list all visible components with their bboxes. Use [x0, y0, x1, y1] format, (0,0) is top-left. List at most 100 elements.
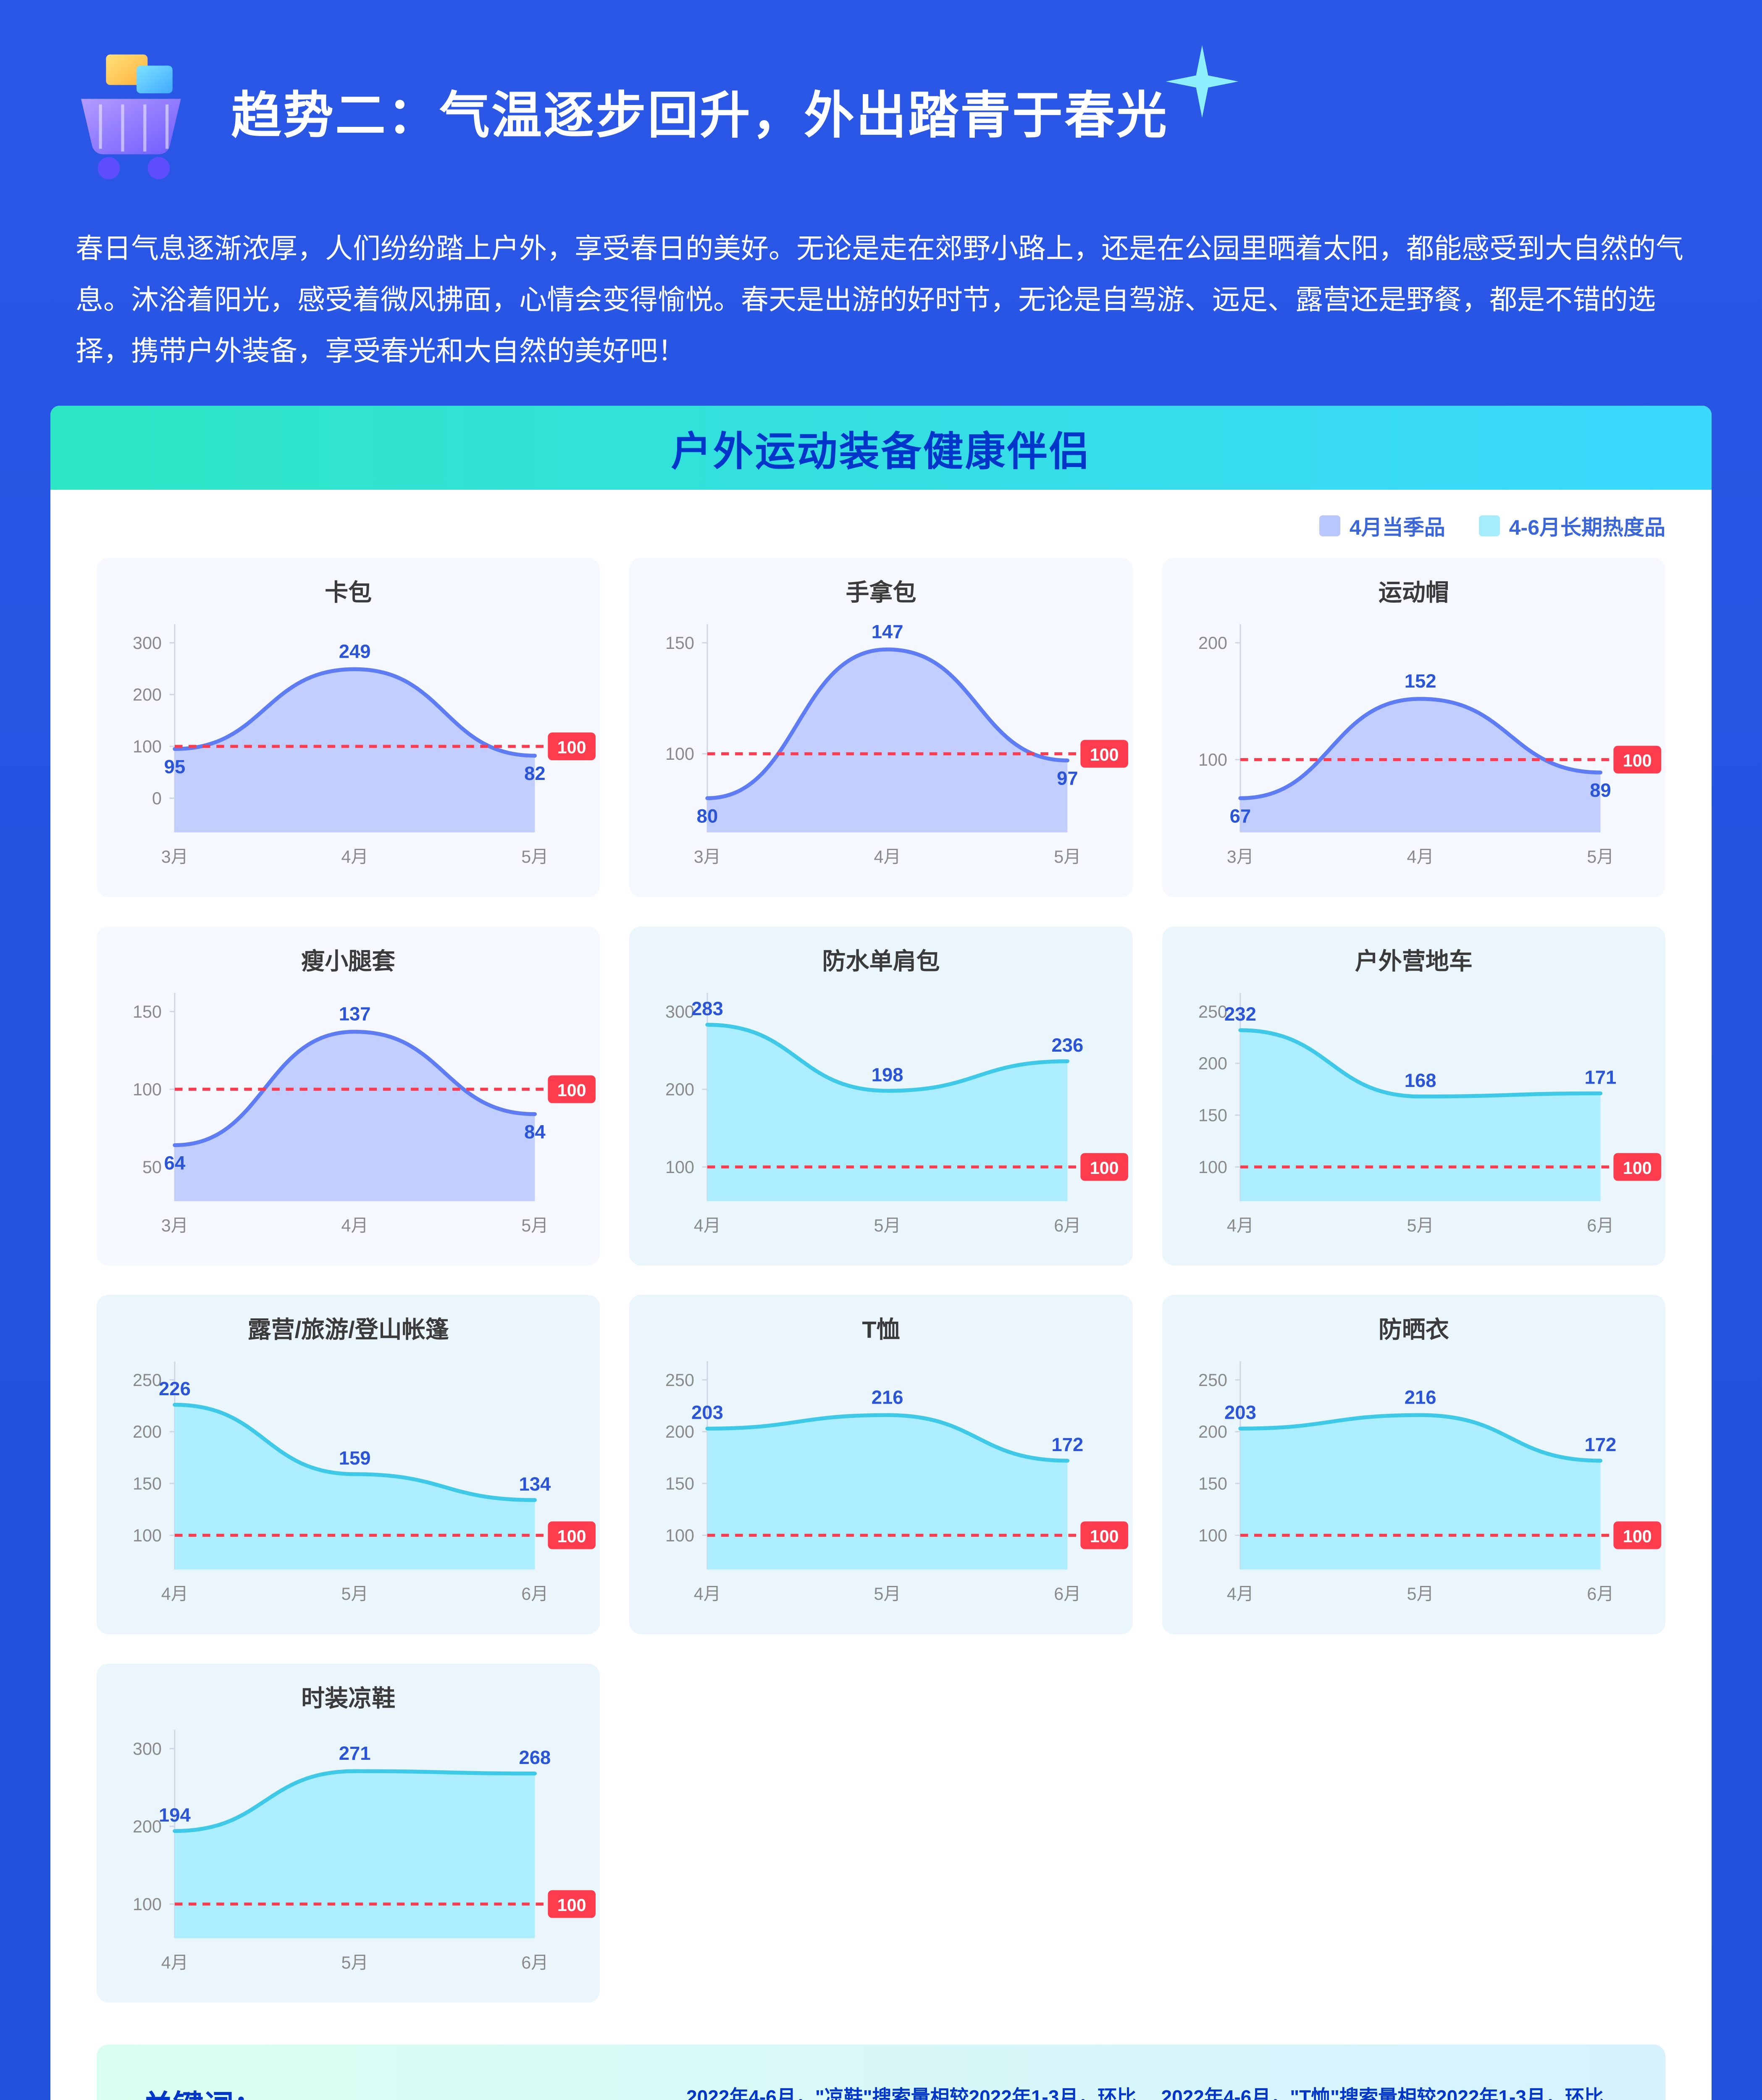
svg-text:6月: 6月: [1054, 1584, 1081, 1604]
svg-text:89: 89: [1590, 780, 1611, 801]
svg-text:268: 268: [519, 1747, 551, 1768]
chart-title: 露营/旅游/登山帐篷: [97, 1295, 600, 1348]
svg-text:4月: 4月: [341, 1216, 368, 1235]
svg-text:100: 100: [665, 1158, 694, 1177]
chart-grid: 卡包010020030010095249823月4月5月手拿包100150100…: [50, 549, 1712, 2036]
keywords-label: 关键词：: [143, 2082, 670, 2100]
legend-seasonal-label: 4月当季品: [1350, 511, 1445, 541]
svg-text:4月: 4月: [694, 1216, 721, 1235]
svg-text:100: 100: [1090, 1527, 1119, 1546]
chart-title: 瘦小腿套: [97, 927, 600, 980]
stat-caption: 2022年4-6月，"凉鞋"搜索量相较2022年1-3月，环比增长: [686, 2082, 1144, 2100]
svg-text:194: 194: [159, 1804, 191, 1826]
charts-card: 户外运动装备健康伴侣 4月当季品 4-6月长期热度品 卡包01002003001…: [50, 406, 1712, 2100]
svg-text:3月: 3月: [694, 847, 721, 866]
mini-chart: 1002003001002831982364月5月6月: [629, 980, 1132, 1249]
svg-text:250: 250: [133, 1370, 162, 1390]
svg-text:100: 100: [1090, 746, 1119, 765]
svg-text:250: 250: [1198, 1370, 1227, 1390]
intro-paragraph: 春日气息逐渐浓厚，人们纷纷踏上户外，享受春日的美好。无论是走在郊野小路上，还是在…: [50, 210, 1712, 406]
legend-longterm-label: 4-6月长期热度品: [1509, 511, 1665, 541]
svg-text:3月: 3月: [161, 847, 188, 866]
svg-text:300: 300: [133, 633, 162, 653]
svg-text:100: 100: [1198, 1158, 1227, 1177]
chart-cell: 卡包010020030010095249823月4月5月: [97, 558, 600, 897]
mini-chart: 10020010067152893月4月5月: [1162, 611, 1665, 880]
shopping-cart-icon: [67, 46, 206, 185]
svg-text:5月: 5月: [341, 1584, 368, 1604]
svg-text:6月: 6月: [1587, 1584, 1614, 1604]
legend-swatch-longterm: [1479, 515, 1500, 536]
svg-text:172: 172: [1052, 1434, 1084, 1455]
chart-title: 运动帽: [1162, 558, 1665, 611]
svg-text:100: 100: [665, 1526, 694, 1545]
keyword-stat-0: 2022年4-6月，"凉鞋"搜索量相较2022年1-3月，环比增长 844 %: [686, 2082, 1144, 2100]
keywords-left: 关键词： 「户外运动」「健身美体」: [143, 2082, 670, 2100]
svg-text:100: 100: [1623, 751, 1652, 770]
chart-cell: 瘦小腿套5010015010064137843月4月5月: [97, 927, 600, 1265]
svg-text:100: 100: [133, 737, 162, 756]
mini-chart: 010020030010095249823月4月5月: [97, 611, 600, 880]
svg-text:150: 150: [1198, 1474, 1227, 1494]
svg-text:168: 168: [1404, 1070, 1436, 1091]
svg-text:300: 300: [665, 1002, 694, 1021]
svg-text:100: 100: [557, 1527, 586, 1546]
chart-cell: T恤1001502002501002032161724月5月6月: [629, 1295, 1132, 1634]
stat-caption: 2022年4-6月，"T恤"搜索量相较2022年1-3月，环比增长: [1161, 2082, 1619, 2100]
chart-cell: 手拿包10015010080147973月4月5月: [629, 558, 1132, 897]
chart-title: 户外营地车: [1162, 927, 1665, 980]
svg-text:150: 150: [133, 1002, 162, 1021]
title-text-prefix: 趋势二：气温逐步回升，外出: [231, 87, 908, 144]
svg-text:200: 200: [133, 1817, 162, 1836]
svg-text:6月: 6月: [521, 1584, 548, 1604]
svg-text:64: 64: [164, 1152, 186, 1173]
svg-text:5月: 5月: [1054, 847, 1081, 866]
mini-chart: 1001502002501002032161724月5月6月: [629, 1348, 1132, 1617]
chart-cell: 运动帽10020010067152893月4月5月: [1162, 558, 1665, 897]
mini-chart: 1001502002501002261591344月5月6月: [97, 1348, 600, 1617]
svg-text:283: 283: [691, 998, 723, 1019]
svg-text:4月: 4月: [1226, 1216, 1253, 1235]
chart-title: 手拿包: [629, 558, 1132, 611]
svg-text:67: 67: [1229, 806, 1251, 827]
svg-text:4月: 4月: [161, 1584, 188, 1604]
svg-text:200: 200: [665, 1422, 694, 1441]
svg-text:100: 100: [1623, 1527, 1652, 1546]
svg-text:4月: 4月: [694, 1584, 721, 1604]
svg-text:232: 232: [1224, 1003, 1256, 1025]
svg-text:6月: 6月: [1054, 1216, 1081, 1235]
title-text-highlight: 踏青于春光: [908, 81, 1169, 150]
mini-chart: 10015010080147973月4月5月: [629, 611, 1132, 880]
svg-text:5月: 5月: [1407, 1216, 1434, 1235]
card-title: 户外运动装备健康伴侣: [50, 406, 1712, 490]
svg-text:249: 249: [339, 641, 371, 662]
svg-text:84: 84: [524, 1121, 546, 1142]
svg-text:147: 147: [872, 621, 903, 643]
chart-cell: 户外营地车1001502002501002321681714月5月6月: [1162, 927, 1665, 1265]
svg-text:4月: 4月: [874, 847, 901, 866]
chart-cell: 露营/旅游/登山帐篷1001502002501002261591344月5月6月: [97, 1295, 600, 1634]
svg-text:95: 95: [164, 756, 186, 777]
svg-text:3月: 3月: [1226, 847, 1253, 866]
svg-text:150: 150: [665, 633, 694, 653]
svg-text:250: 250: [1198, 1002, 1227, 1021]
svg-text:171: 171: [1584, 1066, 1616, 1088]
svg-text:216: 216: [1404, 1387, 1436, 1408]
svg-text:200: 200: [133, 1422, 162, 1441]
svg-text:6月: 6月: [521, 1953, 548, 1972]
svg-text:97: 97: [1057, 768, 1078, 789]
svg-text:5月: 5月: [341, 1953, 368, 1972]
svg-text:0: 0: [152, 789, 162, 808]
svg-text:6月: 6月: [1587, 1216, 1614, 1235]
svg-text:4月: 4月: [341, 847, 368, 866]
page-root: 趋势二：气温逐步回升，外出踏青于春光 春日气息逐渐浓厚，人们纷纷踏上户外，享受春…: [0, 0, 1762, 2100]
chart-title: 时装凉鞋: [97, 1664, 600, 1717]
svg-text:300: 300: [133, 1739, 162, 1759]
svg-text:150: 150: [665, 1474, 694, 1494]
svg-text:159: 159: [339, 1447, 371, 1469]
svg-text:5月: 5月: [1407, 1584, 1434, 1604]
svg-text:250: 250: [665, 1370, 694, 1390]
svg-text:82: 82: [524, 763, 546, 784]
chart-title: T恤: [629, 1295, 1132, 1348]
svg-text:100: 100: [1623, 1158, 1652, 1178]
